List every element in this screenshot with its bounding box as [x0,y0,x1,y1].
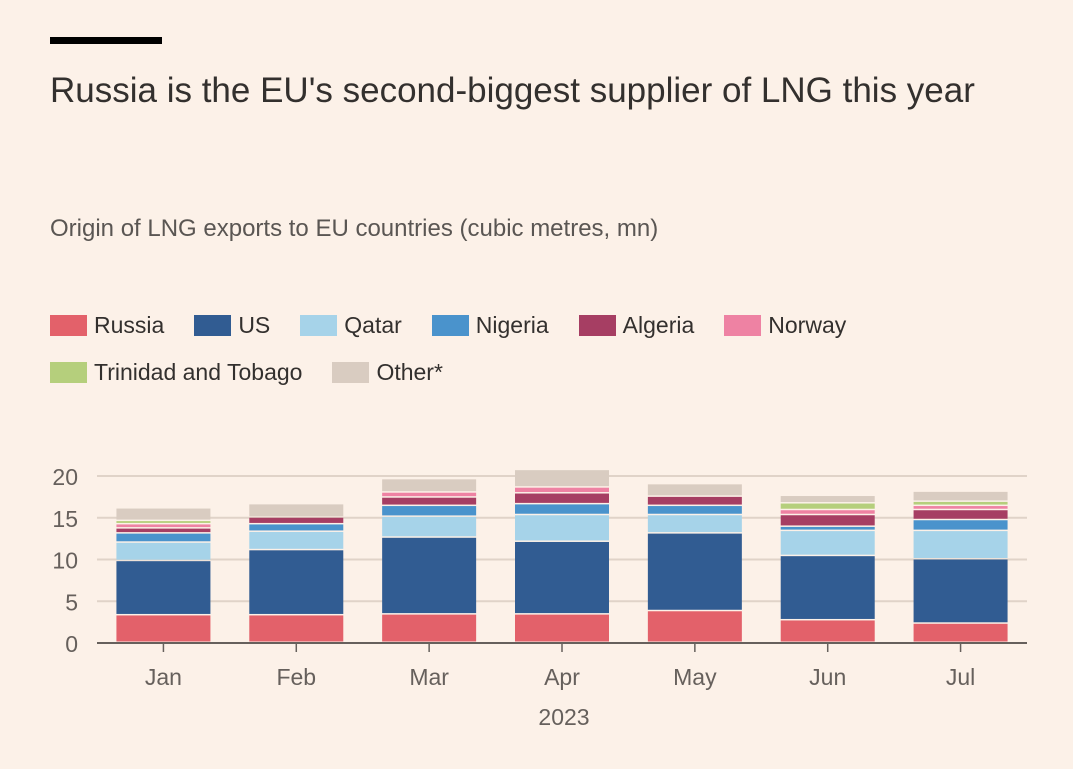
legend-label-russia: Russia [94,311,165,338]
y-tick-label-5: 5 [65,589,78,615]
bar-apr-us [515,541,609,614]
legend-item-qatar: Qatar [300,312,402,339]
bar-may-russia [647,611,742,642]
bar-jun-qatar [780,531,875,555]
legend-item-nigeria: Nigeria [431,311,549,339]
x-tick-label-apr: Apr [544,664,580,690]
bar-jun-trinidad-and-tobago [780,503,875,509]
x-tick-label-mar: Mar [409,664,449,690]
y-tick-label-0: 0 [65,631,78,657]
bar-jul-algeria [913,510,1008,519]
legend-label-us: US [238,311,271,338]
bars [116,470,1008,642]
bar-jun-other [780,496,875,503]
bar-may-us [647,533,742,610]
bar-mar-other [382,479,477,492]
bar-may-qatar [647,515,742,533]
bar-apr-nigeria [515,504,609,514]
bar-jan-nigeria [116,533,211,542]
bar-jun-russia [780,620,875,642]
legend-label-nigeria: Nigeria [475,311,549,338]
bar-jun-norway [780,510,875,514]
bar-jul-us [913,559,1008,623]
legend-row-1: Russia US Qatar Nigeria Algeria Norway [50,308,1010,342]
legend-item-algeria: Algeria [578,311,695,339]
chart-subtitle: Origin of LNG exports to EU countries (c… [50,215,659,242]
x-tick-labels: Jan Feb Mar Apr May Jun Jul [145,664,975,690]
bar-mar-russia [382,614,477,642]
legend-label-qatar: Qatar [344,311,402,338]
legend-swatch-russia [50,314,87,336]
bar-may-nigeria [647,506,742,514]
legend-label-trinidad-and-tobago: Trinidad and Tobago [94,358,303,385]
legend-swatch-trinidad-and-tobago [50,361,87,383]
bar-jan-russia [116,615,211,642]
legend-item-russia: Russia [50,312,164,339]
bar-jun-algeria [780,515,875,526]
stacked-bar-chart: 0 5 10 15 20 Jan Feb Mar Apr May Jun Jul 2023 [52,464,1027,730]
legend-item-other: Other* [332,358,443,386]
x-axis-label: 2023 [538,704,589,730]
legend-item-us: US [194,312,270,339]
bar-jul-other [913,491,1008,501]
bar-mar-norway [382,492,477,497]
bar-jan-other [116,508,211,520]
bar-jun-us [780,556,875,619]
y-tick-label-15: 15 [52,506,78,532]
legend-swatch-algeria [578,314,616,336]
x-tick-label-jul: Jul [946,664,975,690]
bar-apr-russia [515,614,609,642]
x-tick-label-jun: Jun [809,664,846,690]
y-tick-label-10: 10 [52,548,78,574]
bar-jul-norway [913,506,1008,509]
bar-jun-nigeria [780,526,875,530]
legend-label-norway: Norway [768,311,847,338]
bar-jan-trinidad-and-tobago [116,521,211,523]
legend-swatch-other [332,361,370,383]
bar-jan-us [116,561,211,614]
legend: Russia US Qatar Nigeria Algeria Norway T… [50,308,1010,402]
x-tick-label-jan: Jan [145,664,182,690]
legend-swatch-us [194,314,232,336]
bar-jul-qatar [913,531,1008,558]
bar-may-other [647,484,742,496]
legend-swatch-qatar [300,314,338,336]
legend-item-norway: Norway [724,312,846,339]
bar-mar-nigeria [382,506,477,516]
bar-feb-other [249,504,344,517]
bar-apr-norway [515,487,609,493]
bar-apr-other [515,470,609,487]
legend-item-trinidad-and-tobago: Trinidad and Tobago [50,359,302,386]
bar-jul-nigeria [913,520,1008,530]
bar-jan-qatar [116,542,211,560]
legend-label-other: Other* [376,358,443,385]
legend-row-2: Trinidad and Tobago Other* [50,355,1010,389]
bar-mar-qatar [382,516,477,537]
bar-mar-us [382,537,477,614]
legend-swatch-nigeria [431,314,469,336]
chart-title: Russia is the EU's second-biggest suppli… [50,71,975,110]
bar-jul-trinidad-and-tobago [913,501,1008,505]
y-tick-label-20: 20 [52,464,78,490]
bar-feb-qatar [249,531,344,549]
bar-apr-qatar [515,515,609,541]
bar-feb-us [249,550,344,614]
y-tick-labels: 0 5 10 15 20 [52,464,78,657]
x-axis [97,642,1027,652]
x-tick-label-may: May [673,664,717,690]
bar-feb-algeria [249,517,344,523]
header-rule [50,37,162,44]
legend-label-algeria: Algeria [622,311,695,338]
legend-swatch-norway [724,314,762,336]
bar-jan-algeria [116,528,211,533]
bar-jan-norway [116,524,211,528]
bar-apr-algeria [515,493,609,503]
bar-feb-russia [249,615,344,642]
x-tick-label-feb: Feb [276,664,316,690]
bar-may-algeria [647,496,742,505]
bar-jul-russia [913,623,1008,642]
bar-mar-algeria [382,497,477,505]
bar-feb-nigeria [249,524,344,531]
